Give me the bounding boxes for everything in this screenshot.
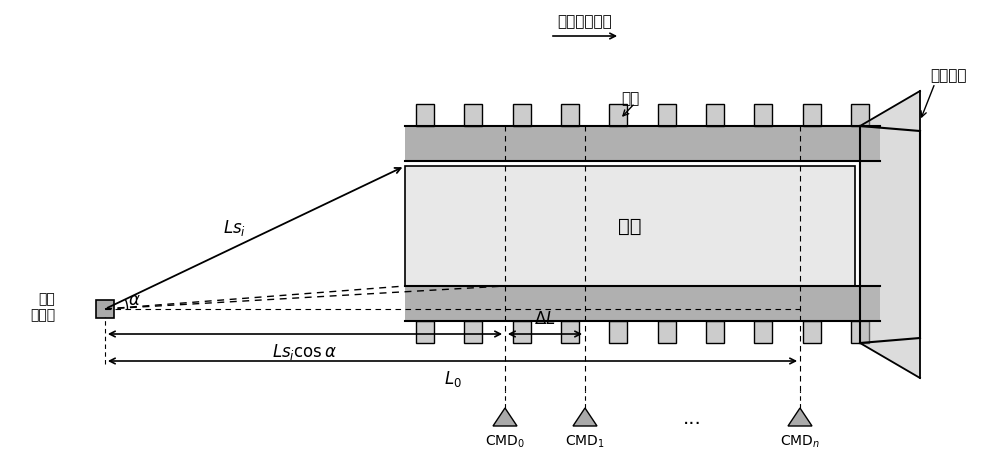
Bar — [561, 104, 579, 126]
Bar — [416, 321, 434, 343]
Text: $Ls_i$: $Ls_i$ — [223, 218, 247, 237]
Text: $\alpha$: $\alpha$ — [128, 291, 140, 309]
Bar — [609, 104, 627, 126]
Bar — [706, 104, 724, 126]
Polygon shape — [573, 408, 597, 426]
Bar — [803, 321, 821, 343]
Polygon shape — [493, 408, 517, 426]
Polygon shape — [860, 91, 920, 378]
Bar — [706, 321, 724, 343]
Bar — [464, 321, 482, 343]
Text: 辊道: 辊道 — [621, 91, 639, 106]
Text: 辊道护板: 辊道护板 — [930, 68, 967, 83]
Bar — [754, 321, 772, 343]
Polygon shape — [788, 408, 812, 426]
Text: $\mathrm{CMD}_0$: $\mathrm{CMD}_0$ — [485, 434, 525, 450]
Bar — [851, 321, 869, 343]
Text: 激光
测距仪: 激光 测距仪 — [30, 292, 55, 322]
Bar — [803, 104, 821, 126]
Bar — [405, 126, 880, 161]
Text: $\Delta L$: $\Delta L$ — [534, 310, 556, 328]
Text: 板坯运输方向: 板坯运输方向 — [558, 14, 612, 29]
Bar — [464, 104, 482, 126]
Bar — [513, 104, 531, 126]
Text: $\mathrm{CMD}_1$: $\mathrm{CMD}_1$ — [565, 434, 605, 450]
Bar — [754, 104, 772, 126]
Bar — [658, 104, 676, 126]
Bar — [513, 321, 531, 343]
Bar — [405, 166, 855, 286]
Bar — [851, 104, 869, 126]
Bar — [405, 286, 880, 321]
Text: $Ls_i\cos\alpha$: $Ls_i\cos\alpha$ — [272, 342, 338, 362]
Bar — [416, 104, 434, 126]
Bar — [96, 300, 114, 318]
Bar — [658, 321, 676, 343]
Bar — [561, 321, 579, 343]
Text: $\mathrm{CMD}_n$: $\mathrm{CMD}_n$ — [780, 434, 820, 450]
Bar — [609, 321, 627, 343]
Text: ...: ... — [683, 408, 702, 428]
Text: $L_0$: $L_0$ — [444, 369, 461, 389]
Text: 板坯: 板坯 — [618, 217, 642, 236]
